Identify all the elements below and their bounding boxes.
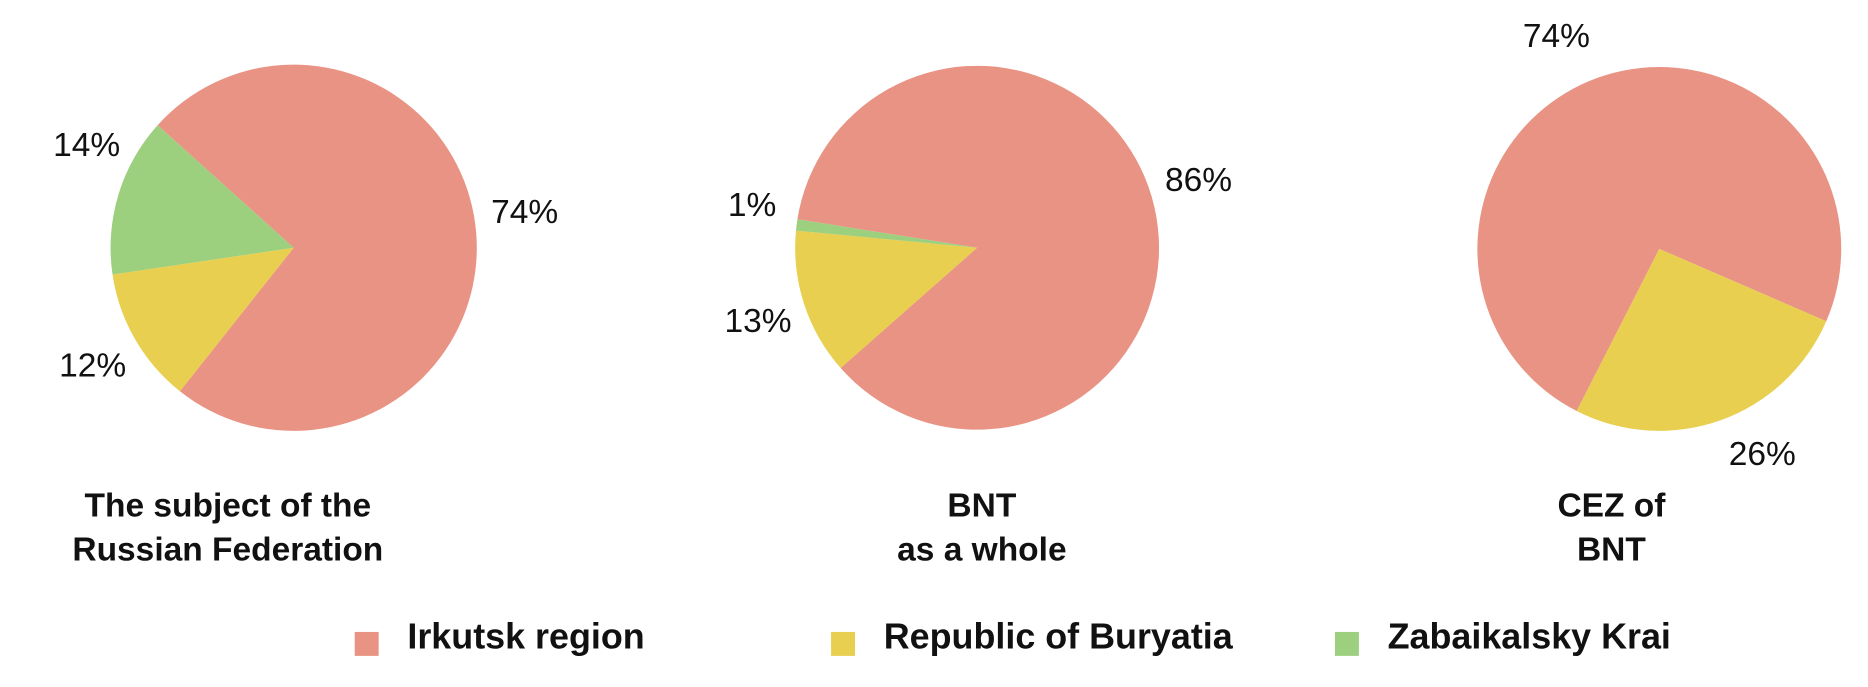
pie-slice — [795, 230, 978, 369]
pie-slice — [110, 125, 294, 275]
pie-slice — [157, 64, 477, 431]
pie-slice — [1576, 248, 1827, 431]
data-label: 74% — [1523, 18, 1590, 55]
pie-slice — [795, 219, 978, 248]
data-label: 86% — [1165, 162, 1232, 199]
pie-slice — [1477, 67, 1842, 412]
data-label: 1% — [728, 187, 776, 224]
data-label: 12% — [59, 347, 126, 384]
data-label: 13% — [725, 303, 792, 340]
legend-label: Republic of Buryatia — [884, 617, 1234, 657]
legend-label: Irkutsk region — [407, 617, 644, 657]
pie-slice — [112, 247, 294, 392]
pie-title: CEZ of — [1557, 487, 1666, 524]
legend-swatch — [354, 631, 379, 656]
pie-title: The subject of the — [85, 487, 372, 524]
pie-title: as a whole — [897, 532, 1066, 569]
legend-swatch — [831, 631, 856, 656]
legend-label: Zabaikalsky Krai — [1388, 617, 1671, 657]
legend-swatch — [1334, 631, 1359, 656]
pie-title: Russian Federation — [72, 532, 383, 569]
pie-title: BNT — [947, 487, 1016, 524]
pie-title: BNT — [1577, 532, 1646, 569]
data-label: 74% — [491, 194, 558, 231]
data-label: 26% — [1729, 436, 1796, 473]
pie-slice — [797, 65, 1160, 430]
data-label: 14% — [53, 127, 120, 164]
